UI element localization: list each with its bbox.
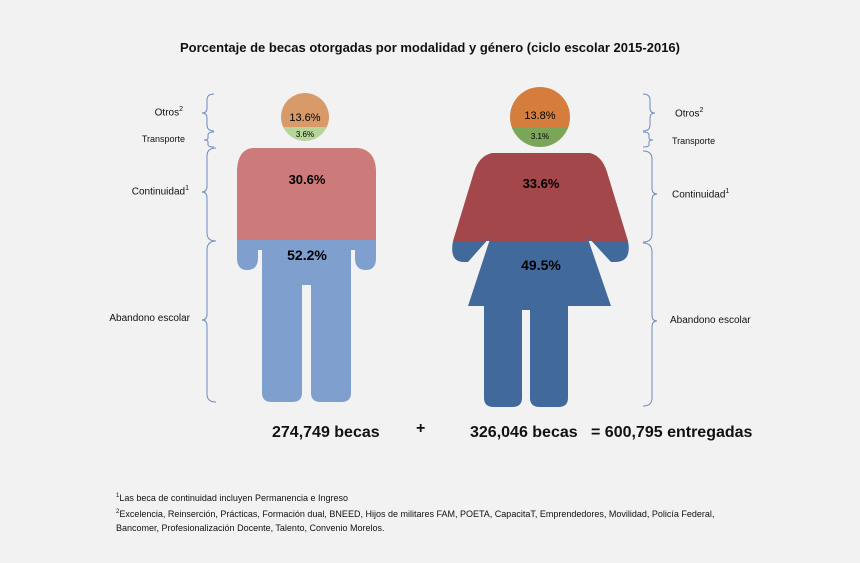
label-right-continuidad: Continuidad1: [672, 188, 730, 201]
female-continuidad-value: 33.6%: [523, 176, 560, 191]
brace-right-abandono: [642, 242, 658, 407]
label-right-transporte: Transporte: [672, 136, 716, 146]
male-abandono-fill: [237, 240, 376, 402]
male-otros-value: 13.6%: [289, 112, 320, 124]
label-left-continuidad: Continuidad1: [131, 185, 189, 198]
plus-sign: +: [416, 420, 426, 437]
male-continuidad-value: 30.6%: [289, 172, 326, 187]
male-otros-fill: [281, 93, 329, 130]
female-abandono-value: 49.5%: [521, 257, 561, 273]
male-transporte-fill: [281, 127, 329, 141]
male-head: [281, 93, 329, 141]
chart-title: Porcentaje de becas otorgadas por modali…: [180, 40, 680, 55]
label-right-abandono: Abandono escolar: [670, 315, 751, 326]
brace-right-otros: [642, 93, 656, 132]
female-transporte-value: 3.1%: [531, 132, 549, 141]
label-left-otros: Otros2: [154, 106, 183, 119]
female-total: 326,046 becas: [470, 424, 578, 441]
male-abandono-value: 52.2%: [287, 247, 327, 263]
label-left-transporte: Transporte: [141, 134, 185, 144]
brace-left-continuidad: [201, 147, 217, 242]
footnote-2: 2Excelencia, Reinserción, Prácticas, For…: [116, 509, 715, 533]
male-continuidad-fill: [237, 148, 376, 240]
brace-right-continuidad: [642, 150, 658, 243]
female-continuidad-fill: [453, 153, 628, 241]
male-total: 274,749 becas: [272, 424, 380, 441]
left-braces: [201, 93, 217, 403]
male-transporte-value: 3.6%: [296, 130, 314, 139]
right-braces: [642, 93, 658, 407]
female-abandono-fill: [452, 236, 629, 407]
brace-left-abandono: [201, 240, 217, 403]
grand-total: = 600,795 entregadas: [591, 424, 753, 441]
brace-left-otros: [201, 93, 215, 132]
footnote-1: 1Las beca de continuidad incluyen Perman…: [116, 493, 348, 503]
female-transporte-fill: [510, 128, 570, 147]
brace-left-transporte: [203, 131, 215, 148]
label-left-abandono: Abandono escolar: [109, 313, 190, 324]
label-right-otros: Otros2: [675, 107, 704, 120]
female-otros-value: 13.8%: [524, 110, 555, 122]
female-otros-fill: [510, 87, 570, 130]
brace-right-transporte: [642, 131, 654, 148]
footnotes: 1Las beca de continuidad incluyen Perman…: [116, 489, 756, 535]
